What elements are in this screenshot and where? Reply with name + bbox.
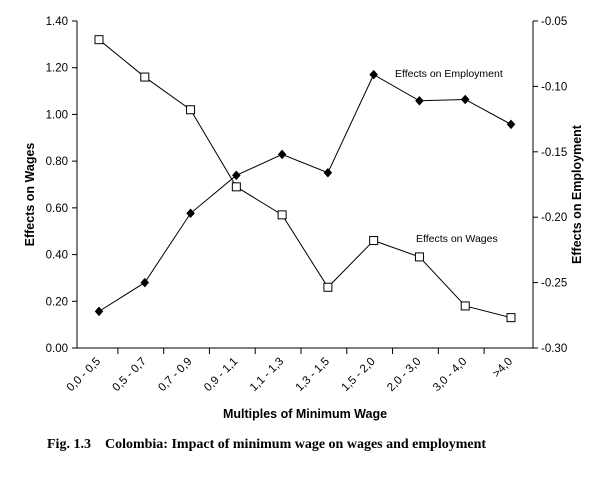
x-axis-tick-label: 1,5 - 2,0 bbox=[339, 356, 377, 394]
right-axis-tick-label: -0.05 bbox=[541, 16, 567, 28]
wages-data-point bbox=[231, 182, 241, 192]
left-axis-tick-label: 1.20 bbox=[46, 63, 68, 75]
wages-data-point bbox=[414, 252, 424, 262]
x-axis-tick-label: 0,7 - 0,9 bbox=[156, 356, 194, 394]
figure-caption-text: Colombia: Impact of minimum wage on wage… bbox=[104, 437, 487, 452]
right-axis-tick-label: -0.15 bbox=[541, 147, 567, 159]
series-annotations: Effects on Employment Effects on Wages bbox=[395, 68, 503, 245]
employment-data-point bbox=[186, 208, 195, 219]
figure-caption: Fig. 1.3 Colombia: Impact of minimum wage… bbox=[47, 437, 486, 453]
wages-series-line bbox=[98, 39, 512, 319]
right-axis-tick-label: -0.25 bbox=[541, 278, 567, 290]
right-axis-tick-label: -0.30 bbox=[541, 343, 567, 355]
employment-data-point bbox=[506, 119, 516, 130]
x-axis-tick-label: >4,0 bbox=[491, 356, 516, 381]
wages-data-point bbox=[460, 301, 470, 311]
right-axis-title: Effects on Employment bbox=[570, 124, 584, 264]
right-axis-tick-label: -0.20 bbox=[541, 212, 567, 224]
x-axis-tick-label: 2,0 - 3,0 bbox=[385, 356, 423, 394]
dual-axis-line-chart: 0.00 0.20 0.40 0.60 0.80 1.00 1.20 1.40 -0.30 -0.… bbox=[23, 16, 584, 421]
employment-data-point bbox=[140, 277, 150, 288]
x-axis-tick-label: 0,0 - 0,5 bbox=[65, 356, 103, 394]
employment-data-point bbox=[323, 167, 333, 178]
employment-series-annotation: Effects on Employment bbox=[395, 68, 503, 80]
wages-data-point bbox=[506, 313, 516, 323]
employment-data-point bbox=[415, 95, 424, 106]
right-axis-tick-label: -0.10 bbox=[541, 81, 567, 93]
wages-data-point bbox=[277, 210, 287, 220]
employment-data-point bbox=[94, 306, 104, 317]
left-axis-tick-label: 0.00 bbox=[46, 343, 68, 355]
series-markers bbox=[94, 35, 516, 323]
wages-series-annotation: Effects on Wages bbox=[416, 233, 498, 245]
employment-series-line bbox=[98, 73, 512, 312]
figure-number: Fig. 1.3 bbox=[47, 437, 91, 452]
left-axis-tick-label: 0.40 bbox=[46, 250, 68, 262]
employment-data-point bbox=[369, 69, 379, 80]
x-axis-tick-label: 0,9 - 1,1 bbox=[202, 356, 240, 394]
left-axis-tick-label: 0.80 bbox=[46, 156, 68, 168]
x-axis-title: Multiples of Minimum Wage bbox=[223, 407, 387, 421]
left-axis-tick-label: 0.20 bbox=[46, 296, 68, 308]
employment-data-point bbox=[231, 170, 241, 181]
wages-data-point bbox=[323, 282, 333, 292]
left-axis-tick-label: 0.60 bbox=[46, 203, 68, 215]
wages-data-point bbox=[94, 35, 104, 45]
x-axis-tick-label: 0,5 - 0,7 bbox=[111, 356, 149, 394]
x-axis-tick-label: 1,3 - 1,5 bbox=[294, 356, 332, 394]
x-axis-tick-label: 3,0 - 4,0 bbox=[431, 356, 469, 394]
wages-data-point bbox=[186, 105, 196, 115]
left-axis-tick-label: 1.00 bbox=[46, 109, 68, 121]
left-axis-title: Effects on Wages bbox=[23, 143, 37, 247]
employment-data-point bbox=[460, 94, 470, 105]
wages-data-point bbox=[369, 236, 379, 246]
left-axis-tick-label: 1.40 bbox=[46, 16, 68, 28]
x-axis-tick-label: 1,1 - 1,3 bbox=[248, 356, 286, 394]
employment-data-point bbox=[277, 149, 287, 160]
wages-data-point bbox=[140, 72, 150, 82]
series-lines bbox=[98, 39, 512, 319]
